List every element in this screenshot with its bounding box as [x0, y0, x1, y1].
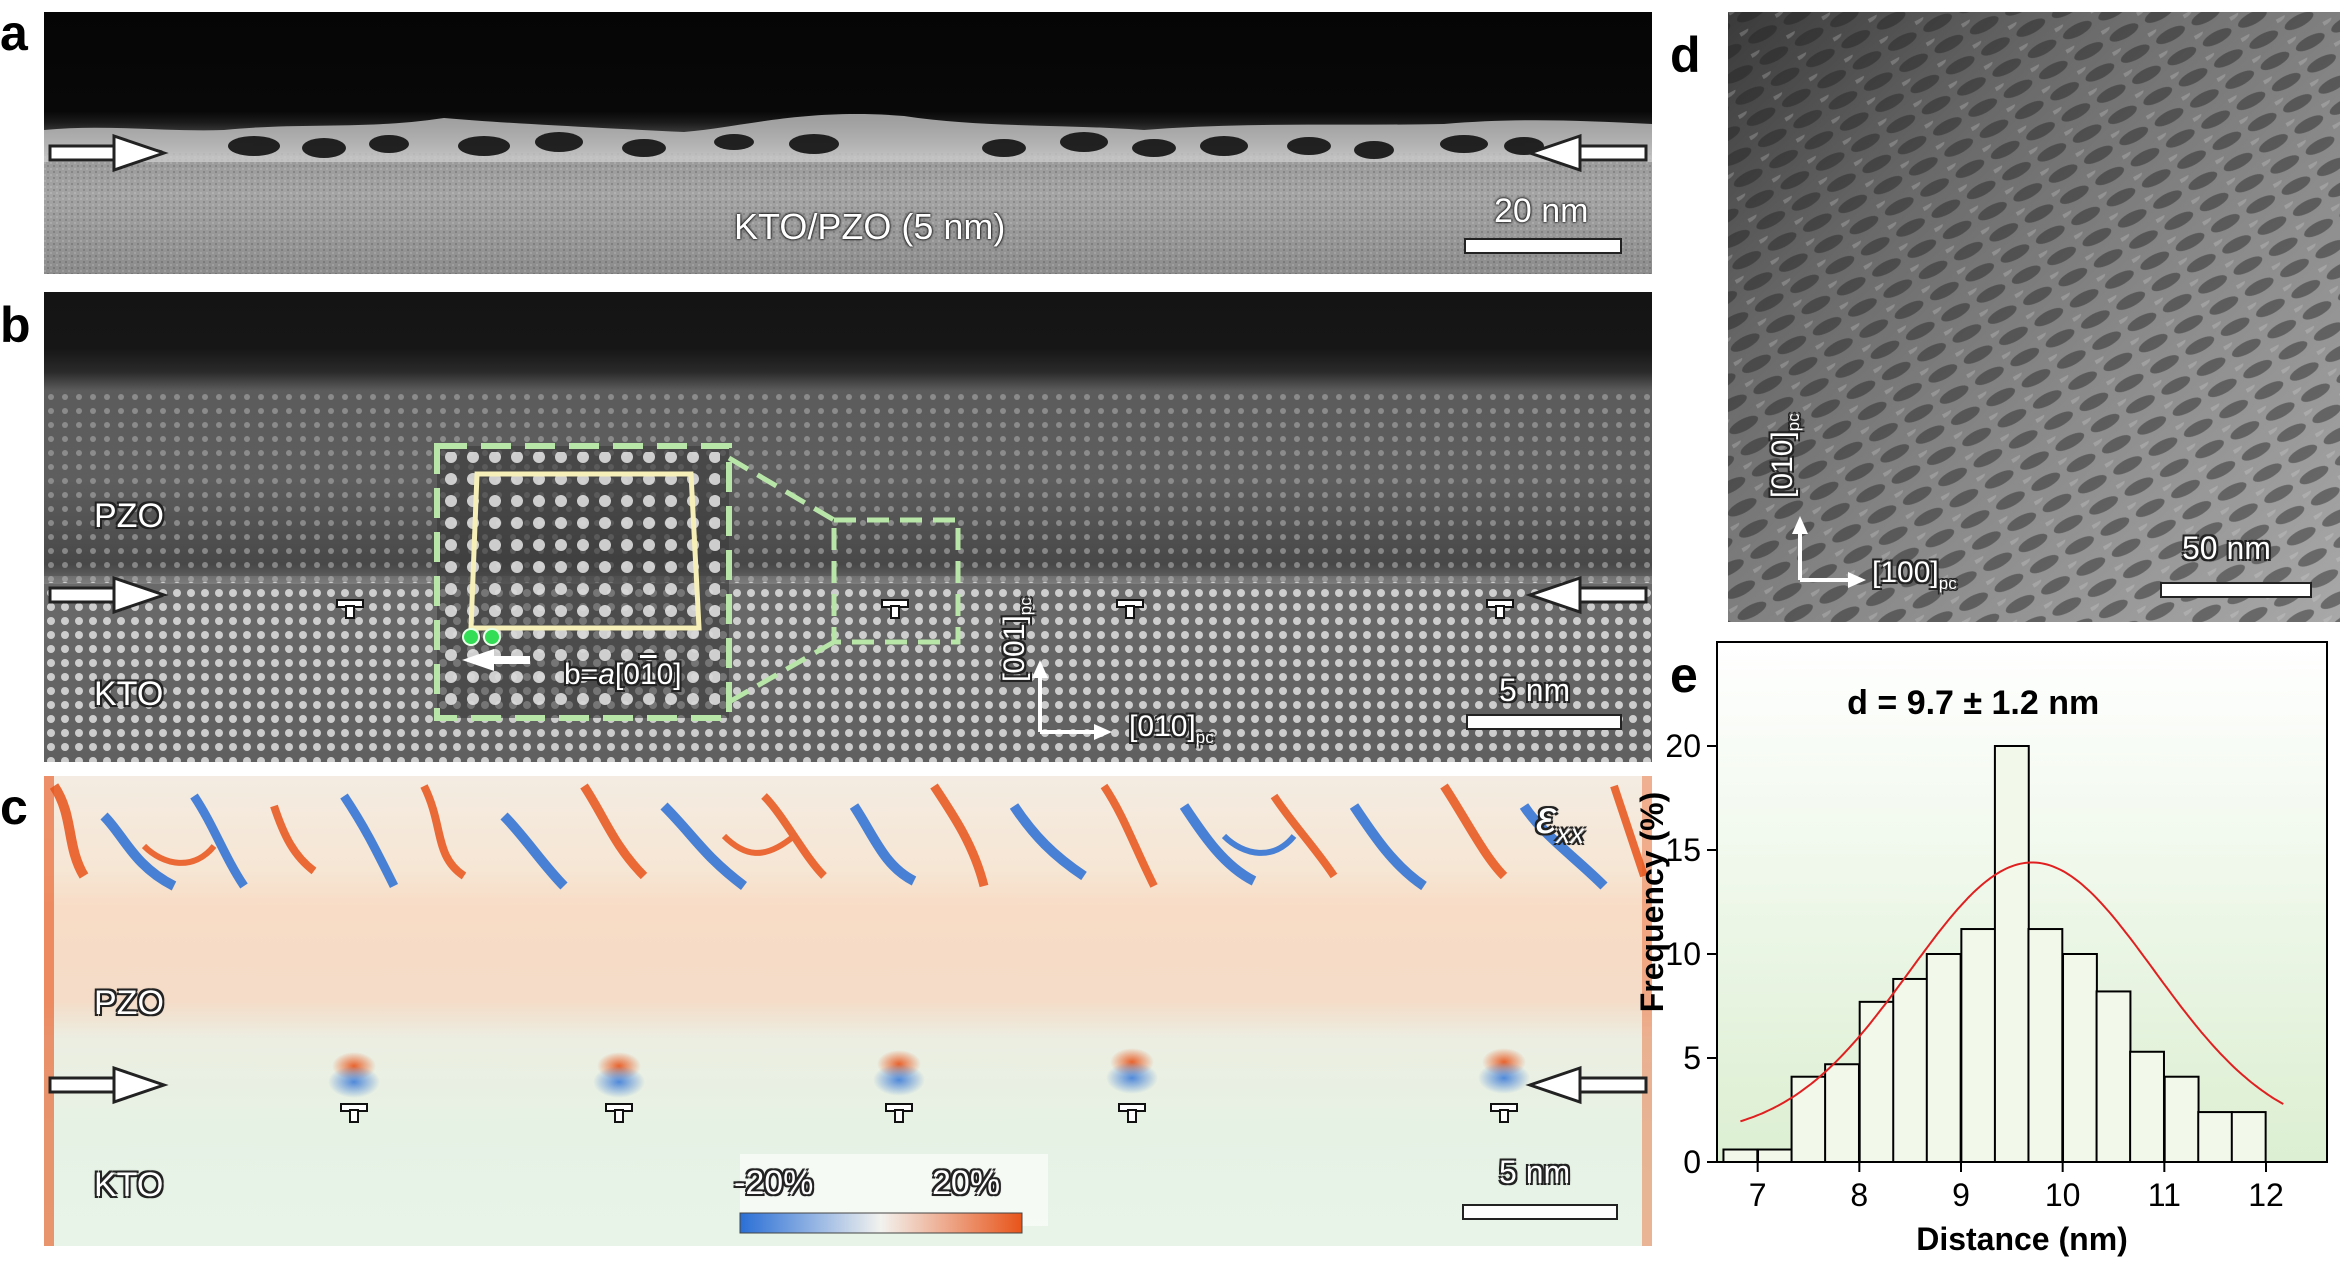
- gaussian-fit-line: [1740, 861, 2284, 1123]
- inset-zoom-box: [434, 443, 732, 721]
- strain-lobe: [593, 1052, 645, 1098]
- panel-d-texture: [1728, 12, 2340, 622]
- colorbar-max-label: 20%: [932, 1164, 1001, 1202]
- panel-a-surface: [44, 114, 1652, 274]
- strain-lobe: [1106, 1048, 1158, 1094]
- panel-c-strain-features: [44, 776, 1652, 1246]
- panel-c-strain-map: PZO KTO εxx -20% 20% 5 nm: [44, 776, 1652, 1246]
- y-tick-label: 20: [1665, 728, 1701, 764]
- panel-b-pzo-label: PZO: [94, 497, 164, 535]
- colorbar: [739, 1212, 1023, 1234]
- histogram-bar: [2062, 953, 2098, 1163]
- panel-b-scale-label: 5 nm: [1499, 672, 1571, 708]
- panel-a-scale-bar: [1464, 238, 1622, 254]
- panel-d-image: [010]pc [100]pc 50 nm: [1728, 12, 2340, 622]
- y-tick-label: 0: [1683, 1144, 1701, 1180]
- panel-c-kto-label: KTO: [94, 1166, 164, 1204]
- dislocation-marker: [1490, 1103, 1518, 1123]
- y-tick-label: 15: [1665, 832, 1701, 868]
- x-tick-label: 10: [2045, 1177, 2081, 1213]
- panel-c-pzo-label: PZO: [94, 984, 164, 1022]
- panel-b-scale-bar: [1466, 714, 1622, 730]
- histogram-bar: [1892, 977, 1929, 1163]
- dislocation-marker: [881, 599, 909, 619]
- axis-001-label: [001]pc: [998, 597, 1035, 682]
- y-tick-label: 10: [1665, 936, 1701, 972]
- panel-label-b: b: [0, 297, 31, 353]
- panel-label-d: d: [1670, 27, 1701, 83]
- interface-arrow-left: [1525, 1065, 1648, 1105]
- histogram-bar: [2163, 1075, 2200, 1163]
- dislocation-marker: [1116, 599, 1144, 619]
- panel-label-c: c: [0, 779, 28, 835]
- axis-010-label: [010]pc: [1766, 413, 1803, 498]
- dislocation-marker: [1486, 599, 1514, 619]
- x-tick-label: 11: [2148, 1177, 2181, 1213]
- strain-lobe: [873, 1050, 925, 1096]
- x-tick-label: 9: [1952, 1177, 1970, 1213]
- x-axis-label: Distance (nm): [1916, 1221, 2128, 1257]
- histogram-bar: [2027, 928, 2064, 1164]
- atom-marker: [483, 628, 501, 646]
- panel-label-e: e: [1670, 647, 1698, 703]
- interface-arrow-right: [48, 133, 169, 173]
- interface-arrow-left: [1525, 575, 1648, 615]
- x-tick-label: 8: [1850, 1177, 1868, 1213]
- panel-b-kto-label: KTO: [94, 675, 164, 713]
- histogram-bar: [1858, 1000, 1895, 1163]
- histogram-bar: [1757, 1148, 1793, 1164]
- panel-c-scale-label: 5 nm: [1499, 1154, 1571, 1190]
- source-zoom-box: [727, 455, 961, 705]
- panel-b-image: PZO KTO b=a[010] [001]pc [010]pc 5 nm: [44, 292, 1652, 762]
- histogram-bar: [1960, 928, 1997, 1164]
- axis-010-label: [010]pc: [1129, 710, 1214, 747]
- panel-a-scale-label: 20 nm: [1494, 192, 1589, 230]
- interface-arrow-right: [48, 575, 169, 615]
- panel-d-scale-bar: [2160, 582, 2312, 598]
- crystal-axes: [1792, 516, 1866, 588]
- burgers-vector-label: b=a[010]: [564, 658, 682, 691]
- x-tick-label: 7: [1749, 1177, 1767, 1213]
- histogram-bar: [1824, 1063, 1860, 1163]
- x-tick-label: 12: [2248, 1177, 2284, 1213]
- strain-component-label: εxx: [1536, 791, 1585, 850]
- histogram-bar: [2095, 990, 2132, 1163]
- histogram-bar: [2230, 1111, 2267, 1163]
- panel-b-lattice: [44, 392, 1652, 762]
- histogram-bar: [1722, 1148, 1759, 1164]
- atom-marker: [462, 628, 480, 646]
- panel-c-scale-bar: [1462, 1204, 1618, 1220]
- panel-label-a: a: [0, 5, 28, 61]
- interface-arrow-right: [48, 1065, 169, 1105]
- strain-lobe: [328, 1052, 380, 1098]
- panel-a-caption: KTO/PZO (5 nm): [734, 206, 1006, 247]
- histogram-bar: [1925, 953, 1962, 1163]
- axis-100-label: [100]pc: [1872, 556, 1957, 593]
- interface-arrow-left: [1525, 133, 1648, 173]
- chart-title: d = 9.7 ± 1.2 nm: [1847, 684, 2099, 722]
- histogram-bar: [2197, 1111, 2234, 1163]
- panel-a-image: KTO/PZO (5 nm) 20 nm: [44, 12, 1652, 274]
- histogram-bar: [1790, 1075, 1827, 1163]
- histogram-bar: [2129, 1050, 2165, 1164]
- histogram-chart: 7 8 9 10 11 12 0 5 10 15 20 d = 9.7 ± 1.2 nm Dista…: [1634, 641, 2328, 1257]
- strain-lobe: [1478, 1048, 1530, 1094]
- histogram-bar: [1993, 745, 2030, 1163]
- dislocation-marker: [1118, 1103, 1146, 1123]
- panel-d-scale-label: 50 nm: [2182, 530, 2271, 566]
- dislocation-marker: [340, 1103, 368, 1123]
- y-tick-label: 5: [1683, 1040, 1701, 1076]
- dislocation-marker: [605, 1103, 633, 1123]
- dislocation-marker: [336, 599, 364, 619]
- colorbar-min-label: -20%: [734, 1164, 814, 1202]
- y-axis-label: Frequency (%): [1634, 792, 1670, 1012]
- dislocation-marker: [885, 1103, 913, 1123]
- crystal-axes: [1032, 660, 1112, 740]
